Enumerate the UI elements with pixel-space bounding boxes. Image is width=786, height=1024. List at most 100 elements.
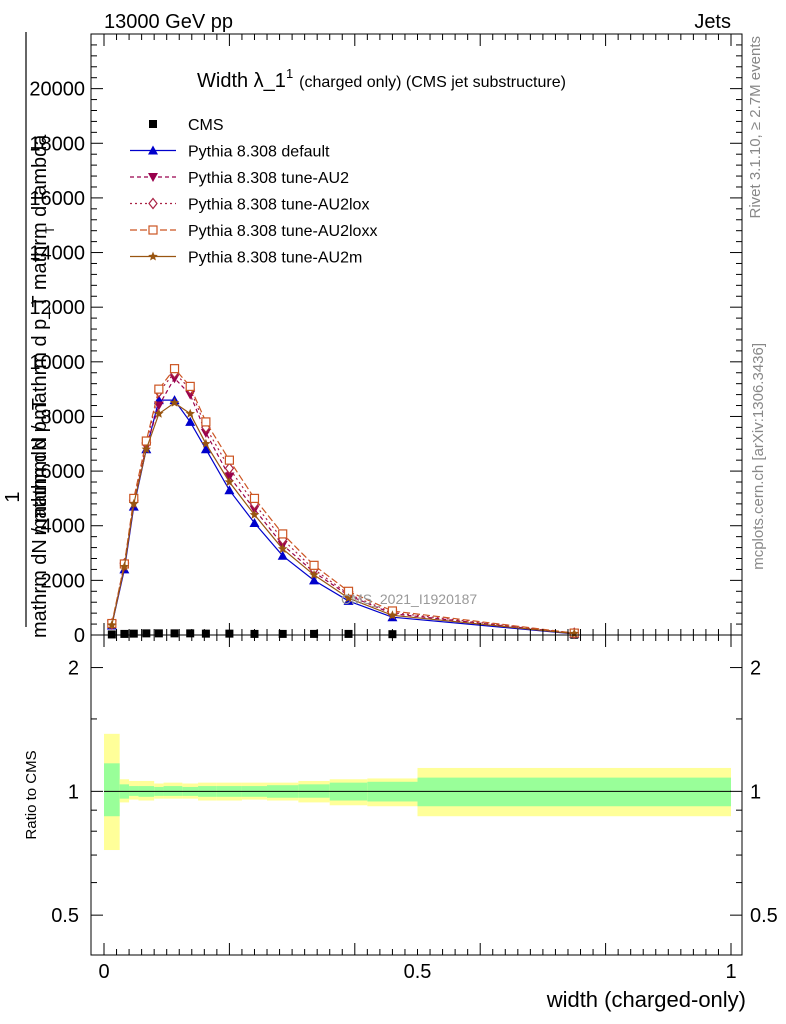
x-tick-label: 0.5 bbox=[404, 961, 432, 983]
data-point-au2loxx bbox=[154, 384, 164, 394]
main-y-label: mathrm dN / mathrm d p_T mathrm d lambda… bbox=[2, 32, 57, 638]
y-label-frac-den: mathrm dN / mathrm d p_T bbox=[29, 398, 51, 638]
data-point-au2loxx bbox=[249, 493, 260, 504]
legend-item-default: Pythia 8.308 default bbox=[130, 144, 330, 161]
data-point-au2m bbox=[343, 593, 354, 603]
ratio-y-tick-label: 0.5 bbox=[51, 905, 79, 927]
data-point-au2m bbox=[141, 444, 152, 454]
legend-item-cms: CMS bbox=[149, 117, 224, 134]
x-tick-label: 1 bbox=[725, 961, 736, 983]
main-plot-y-axis: 0 2000 4000 6000 8000 10000 12000 14000 16000 180… bbox=[29, 34, 742, 647]
data-point-cms bbox=[186, 629, 195, 638]
y-tick-label: 0 bbox=[74, 625, 85, 647]
data-point-au2m bbox=[224, 477, 235, 487]
data-point-default bbox=[249, 517, 260, 527]
data-point-au2loxx bbox=[309, 560, 319, 570]
data-point-au2m bbox=[201, 438, 211, 448]
y-tick-label: 8000 bbox=[41, 406, 86, 428]
data-point-cms bbox=[129, 629, 138, 638]
data-point-cms bbox=[142, 629, 151, 638]
ratio-y-tick-label-right: 0.5 bbox=[750, 905, 778, 927]
data-point-default bbox=[200, 444, 211, 454]
main-plot-series bbox=[106, 364, 580, 640]
data-point-cms bbox=[120, 629, 129, 638]
data-point-au2m bbox=[129, 498, 139, 508]
data-point-default bbox=[309, 575, 320, 585]
data-point-au2m bbox=[277, 543, 288, 553]
data-point-default bbox=[277, 550, 288, 560]
ratio-y-tick-label: 2 bbox=[68, 658, 79, 680]
legend-item-au2: Pythia 8.308 tune-AU2 bbox=[130, 170, 349, 187]
legend-label: CMS bbox=[188, 117, 224, 134]
legend-item-au2m: Pythia 8.308 tune-AU2m bbox=[130, 250, 362, 267]
y-tick-label: 18000 bbox=[29, 133, 85, 155]
y-label-top: mathrm dN / mathrm d p_T mathrm d lambda bbox=[29, 134, 51, 536]
legend-item-au2lox: Pythia 8.308 tune-AU2lox bbox=[130, 197, 369, 214]
legend-marker bbox=[148, 173, 158, 182]
legend-marker bbox=[148, 251, 158, 261]
data-point-default bbox=[224, 485, 235, 495]
plot-title: Width λ_11 (charged only) (CMS jet substr… bbox=[197, 66, 566, 92]
ratio-y-tick-label-right: 1 bbox=[750, 781, 761, 803]
legend-marker bbox=[148, 145, 158, 155]
data-point-au2m bbox=[185, 408, 195, 418]
legend: CMS Pythia 8.308 default Pythia 8.308 tune… bbox=[130, 117, 377, 267]
process-label: Jets bbox=[694, 11, 731, 33]
analysis-watermark: CMS_2021_I1920187 bbox=[341, 591, 477, 607]
data-point-au2m bbox=[154, 408, 164, 418]
data-point-cms bbox=[344, 629, 353, 638]
y-tick-label: 4000 bbox=[41, 516, 86, 538]
ratio-plot-border bbox=[90, 634, 743, 956]
ratio-plot-frame bbox=[90, 634, 743, 956]
legend-label: Pythia 8.308 tune-AU2m bbox=[188, 250, 362, 267]
x-axis-label: width (charged-only) bbox=[546, 987, 746, 1012]
ratio-y-tick-label: 1 bbox=[68, 781, 79, 803]
data-point-cms bbox=[310, 629, 319, 638]
series-cms bbox=[107, 629, 579, 639]
y-tick-label: 10000 bbox=[29, 352, 85, 374]
data-point-au2m bbox=[119, 561, 130, 571]
x-tick-label: 0 bbox=[98, 961, 109, 983]
data-point-cms bbox=[201, 629, 210, 638]
plot-title-sup: 1 bbox=[286, 66, 293, 81]
legend-marker bbox=[149, 120, 157, 128]
y-label-sub: T bbox=[43, 226, 57, 234]
data-point-au2m bbox=[387, 610, 398, 620]
data-point-au2 bbox=[153, 401, 164, 411]
mcplots-label: mcplots.cern.ch [arXiv:1306.3436] bbox=[750, 343, 767, 570]
plot-title-rest: (charged only) (CMS jet substructure) bbox=[299, 74, 566, 91]
data-point-cms bbox=[278, 629, 287, 638]
data-point-cms bbox=[107, 630, 116, 639]
data-point-au2loxx bbox=[278, 529, 288, 539]
data-point-au2loxx bbox=[224, 455, 234, 465]
data-point-cms bbox=[154, 629, 163, 638]
plot-title-main: Width λ_1 bbox=[197, 70, 286, 92]
legend-label: Pythia 8.308 tune-AU2 bbox=[188, 170, 349, 187]
series-line-au2loxx bbox=[111, 367, 575, 634]
series-au2m bbox=[107, 397, 579, 638]
data-point-au2lox bbox=[224, 462, 235, 475]
y-tick-label: 12000 bbox=[29, 297, 85, 319]
data-point-cms bbox=[170, 629, 179, 638]
ratio-band-inner bbox=[417, 777, 731, 807]
data-point-au2m bbox=[169, 397, 180, 407]
y-label-frac-num: 1 bbox=[2, 491, 24, 502]
legend-label: Pythia 8.308 default bbox=[188, 144, 330, 161]
y-tick-label: 14000 bbox=[29, 243, 85, 265]
legend-marker bbox=[148, 197, 158, 210]
ratio-axes: 0.5 0.5 1 1 2 2 0 0.5 1 bbox=[51, 635, 778, 983]
legend-label: Pythia 8.308 tune-AU2lox bbox=[188, 197, 369, 214]
rivet-label: Rivet 3.1.10, ≥ 2.7M events bbox=[747, 36, 764, 219]
data-point-default bbox=[185, 416, 196, 426]
data-point-au2loxx bbox=[169, 364, 180, 374]
data-point-au2loxx bbox=[185, 381, 195, 392]
legend-label: Pythia 8.308 tune-AU2loxx bbox=[188, 223, 377, 240]
energy-label: 13000 GeV pp bbox=[104, 11, 233, 33]
legend-item-au2loxx: Pythia 8.308 tune-AU2loxx bbox=[130, 223, 377, 240]
y-tick-label: 2000 bbox=[41, 570, 86, 592]
ratio-y-tick-label-right: 2 bbox=[750, 658, 761, 680]
y-tick-label: 16000 bbox=[29, 188, 85, 210]
ratio-bands bbox=[104, 733, 731, 851]
data-point-au2m bbox=[107, 620, 117, 630]
